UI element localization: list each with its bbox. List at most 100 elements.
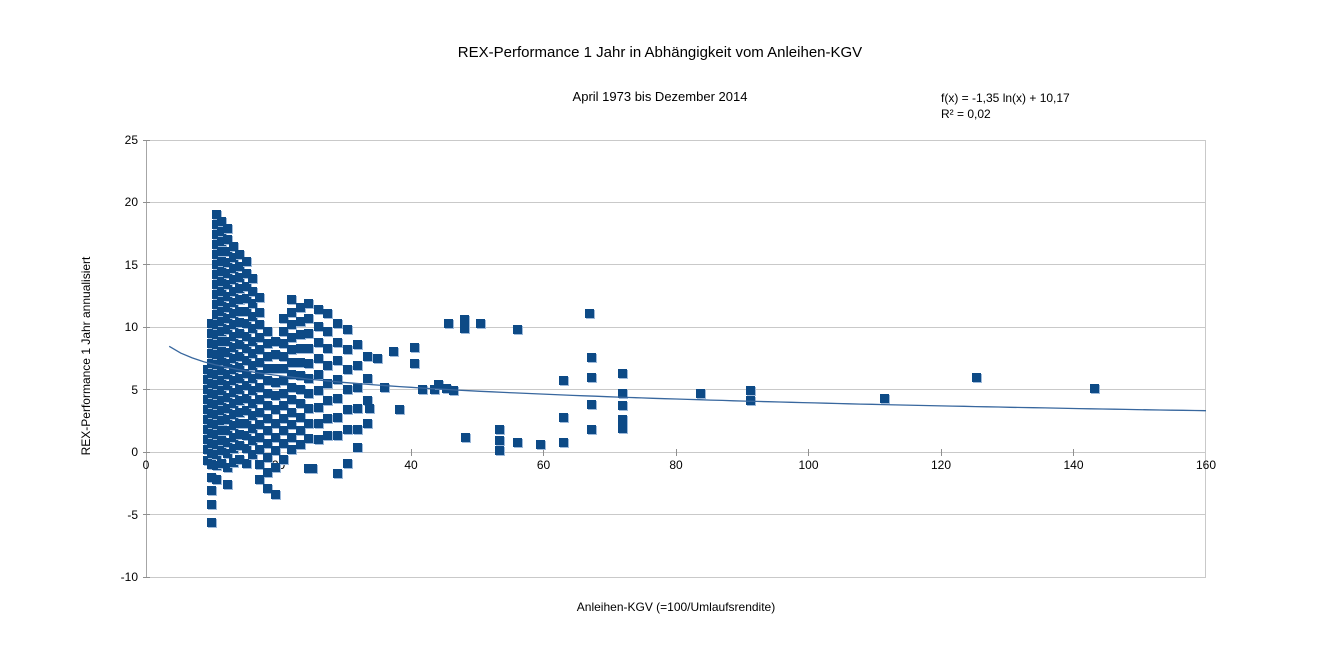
data-point — [313, 370, 323, 380]
data-point — [362, 418, 372, 428]
data-point — [304, 329, 314, 339]
x-tick-label: 160 — [1195, 458, 1217, 473]
data-point — [241, 306, 251, 316]
data-point — [880, 393, 890, 403]
data-point — [352, 442, 362, 452]
data-point — [352, 403, 362, 413]
data-point — [332, 375, 342, 385]
data-point — [255, 420, 265, 430]
data-point — [263, 339, 273, 349]
data-point — [323, 396, 333, 406]
data-point — [332, 356, 342, 366]
data-point — [234, 407, 244, 417]
data-point — [228, 309, 238, 319]
data-point — [255, 332, 265, 342]
y-tick-label: 25 — [124, 133, 138, 147]
data-point — [255, 460, 265, 470]
trendline-equation: f(x) = -1,35 ln(x) + 10,17 R² = 0,02 — [941, 90, 1070, 122]
data-point — [241, 269, 251, 279]
data-point — [476, 319, 486, 329]
data-point — [617, 401, 627, 411]
data-point — [304, 358, 314, 368]
data-point — [248, 336, 258, 346]
data-point — [222, 426, 232, 436]
data-point — [228, 275, 238, 285]
data-point — [295, 412, 305, 422]
data-point — [332, 337, 342, 347]
data-point — [207, 500, 217, 510]
data-point — [228, 331, 238, 341]
data-point — [207, 472, 217, 482]
data-point — [362, 351, 372, 361]
data-point — [211, 230, 221, 240]
data-point — [234, 261, 244, 271]
data-point — [746, 386, 756, 396]
data-point — [207, 418, 217, 428]
data-point — [313, 386, 323, 396]
data-point — [228, 320, 238, 330]
data-point — [365, 403, 375, 413]
gridline-y-10 — [146, 326, 1206, 328]
data-point — [263, 467, 273, 477]
data-point — [211, 310, 221, 320]
data-point — [217, 446, 227, 456]
data-point — [207, 319, 217, 329]
gridline-y--5 — [146, 514, 1206, 516]
data-point — [222, 291, 232, 301]
data-point — [222, 302, 232, 312]
data-point — [234, 317, 244, 327]
data-point — [241, 294, 251, 304]
data-point — [295, 440, 305, 450]
data-point — [512, 325, 522, 335]
data-point — [234, 272, 244, 282]
y-tick-label: -10 — [120, 570, 138, 584]
data-point — [263, 452, 273, 462]
data-point — [241, 458, 251, 468]
data-point — [313, 402, 323, 412]
data-point — [255, 432, 265, 442]
data-point — [211, 410, 221, 420]
data-point — [222, 269, 232, 279]
trendline-r-squared: R² = 0,02 — [941, 107, 991, 121]
data-point — [271, 336, 281, 346]
data-point — [241, 443, 251, 453]
data-point — [217, 316, 227, 326]
data-point — [211, 280, 221, 290]
y-axis-line — [146, 140, 147, 577]
x-tick-label: 120 — [930, 458, 952, 473]
data-point — [352, 382, 362, 392]
gridline-y--10 — [146, 576, 1206, 578]
data-point — [304, 403, 314, 413]
data-point — [380, 382, 389, 392]
data-point — [217, 336, 227, 346]
data-point — [222, 257, 232, 267]
data-point — [746, 396, 756, 406]
chart-subtitle: April 1973 bis Dezember 2014 — [572, 89, 748, 104]
data-point — [271, 462, 281, 472]
data-point — [279, 326, 289, 336]
data-point — [443, 319, 453, 329]
data-point — [263, 426, 273, 436]
gridline-y-20 — [146, 201, 1206, 203]
data-point — [495, 425, 505, 435]
data-point — [495, 446, 505, 456]
x-axis-title: Anleihen-KGV (=100/Umlaufsrendite) — [576, 600, 776, 614]
data-point — [222, 437, 232, 447]
data-point — [972, 372, 982, 382]
data-point — [217, 276, 227, 286]
data-point — [211, 461, 221, 471]
data-point — [211, 210, 221, 220]
data-point — [459, 315, 469, 325]
data-point — [248, 436, 258, 446]
data-point — [323, 344, 333, 353]
x-tick-label: 100 — [798, 458, 819, 473]
data-point — [241, 319, 251, 329]
data-point — [332, 412, 342, 422]
y-tick-label: 15 — [124, 257, 138, 272]
data-point — [228, 297, 238, 307]
data-point — [323, 309, 333, 319]
y-tick-0 — [143, 451, 150, 453]
data-point — [395, 405, 405, 415]
data-point — [332, 431, 342, 441]
